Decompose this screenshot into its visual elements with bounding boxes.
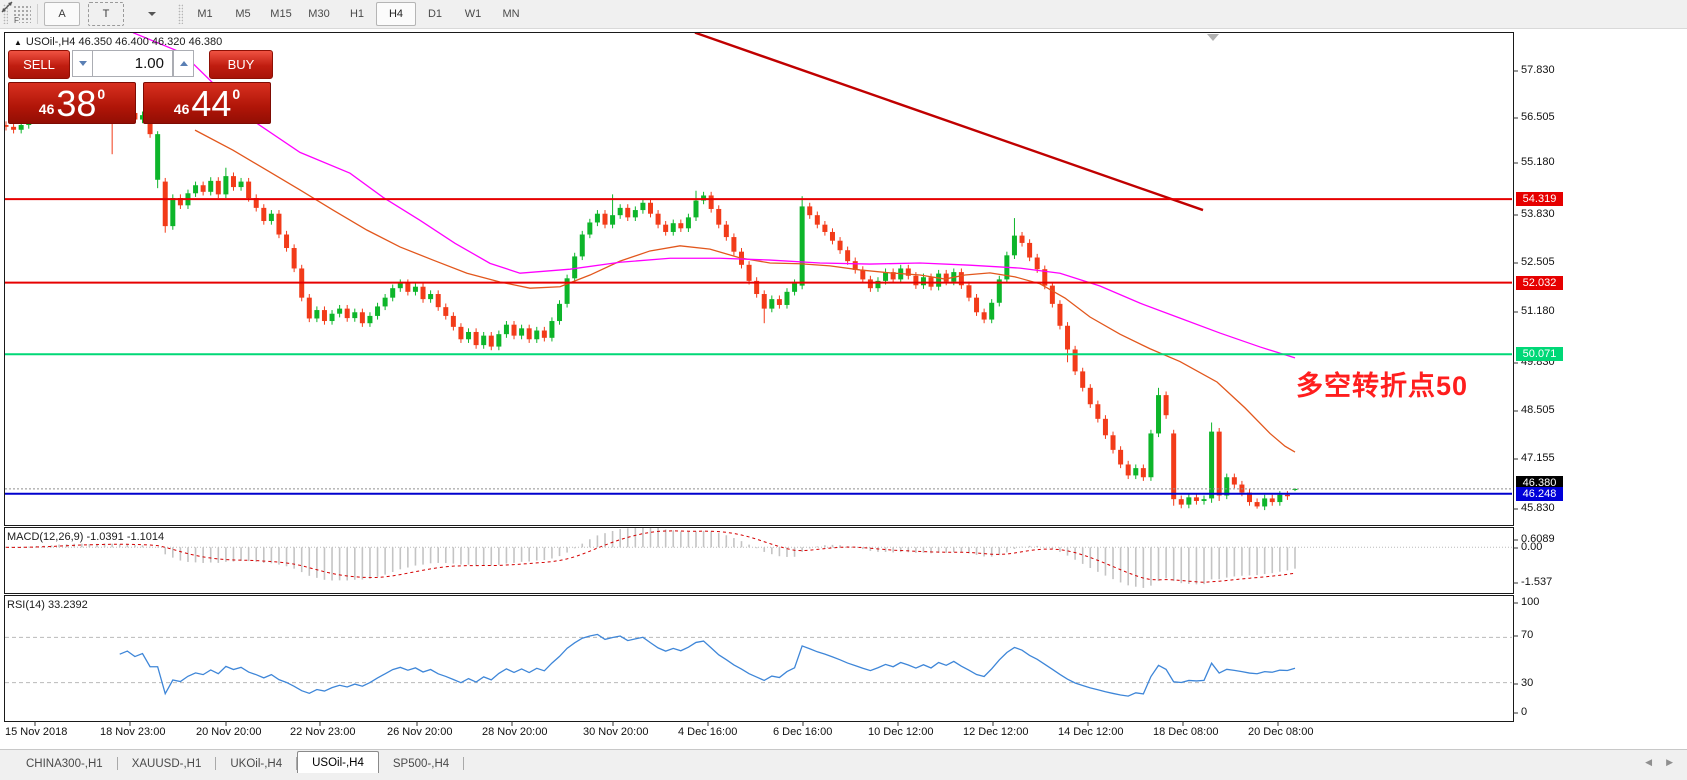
- chart-tabs: CHINA300-,H1 XAUUSD-,H1 UKOil-,H4 USOil-,H4…: [12, 751, 465, 774]
- status-strip: [0, 773, 1687, 780]
- time-axis-label: 12 Dec 12:00: [963, 726, 1029, 738]
- price-level-label[interactable]: 46.380: [1516, 475, 1563, 490]
- chart-symbol-header[interactable]: ▲ USOil-,H4 46.350 46.400 46.320 46.380: [14, 36, 222, 48]
- timeframe-button-d1[interactable]: D1: [427, 8, 443, 20]
- time-axis-label: 26 Nov 20:00: [387, 726, 453, 738]
- timeframe-button-w1[interactable]: W1: [464, 8, 482, 20]
- chevron-down-icon: [148, 12, 156, 16]
- volume-increase-button[interactable]: [173, 50, 194, 77]
- timeframe-toolbar-grip[interactable]: [178, 4, 183, 24]
- price-axis-tick: 47.155: [1521, 452, 1555, 464]
- toolbar-separator: [37, 4, 38, 24]
- price-level-label[interactable]: 50.071: [1516, 347, 1563, 362]
- price-axis-tick: 57.830: [1521, 64, 1555, 76]
- chart-canvas[interactable]: [0, 0, 1687, 748]
- chart-grid-icon[interactable]: F: [13, 5, 31, 25]
- chart-tab-xauusd-h1[interactable]: XAUUSD-,H1: [131, 758, 202, 770]
- rsi-indicator-label: RSI(14) 33.2392: [7, 599, 88, 611]
- chart-tab-china300-h1[interactable]: CHINA300-,H1: [26, 758, 103, 770]
- price-axis-tick: 48.505: [1521, 404, 1555, 416]
- rsi-axis-tick: 100: [1521, 596, 1540, 608]
- timeframe-button-h4[interactable]: H4: [376, 2, 416, 26]
- sell-price-sup: 0: [97, 86, 106, 102]
- buy-price-handle: 46: [173, 101, 190, 117]
- time-axis-label: 30 Nov 20:00: [583, 726, 649, 738]
- arrows-diamond-icon: [1, 1, 13, 13]
- price-axis-tick: 51.180: [1521, 305, 1555, 317]
- time-axis-label: 10 Dec 12:00: [868, 726, 934, 738]
- text-box-button[interactable]: T: [88, 2, 124, 26]
- sell-price-big: 38: [56, 83, 97, 124]
- time-axis-label: 14 Dec 12:00: [1058, 726, 1124, 738]
- time-axis-label: 15 Nov 2018: [5, 726, 68, 738]
- price-level-label[interactable]: 52.032: [1516, 275, 1563, 290]
- tab-scroll-right-icon[interactable]: ▶: [1666, 756, 1673, 767]
- macd-indicator-label: MACD(12,26,9) -1.0391 -1.1014: [7, 531, 165, 543]
- time-axis-label: 6 Dec 16:00: [773, 726, 833, 738]
- time-axis-label: 28 Nov 20:00: [482, 726, 548, 738]
- timeframe-button-h1[interactable]: H1: [349, 8, 365, 20]
- chart-tab-sp500-h4[interactable]: SP500-,H4: [392, 758, 450, 770]
- tab-separator: [116, 757, 118, 770]
- timeframe-button-m30[interactable]: M30: [308, 8, 330, 20]
- top-toolbar: F A T M1 M5 M15 M30 H1 H4 D1 W1 MN: [0, 0, 1687, 29]
- chart-tab-bar: CHINA300-,H1 XAUUSD-,H1 UKOil-,H4 USOil-,H4…: [0, 749, 1687, 774]
- price-axis-tick: 52.505: [1521, 256, 1555, 268]
- arrow-down-icon: [78, 61, 87, 66]
- timeframe-button-m5[interactable]: M5: [235, 8, 251, 20]
- tab-separator: [463, 757, 465, 770]
- macd-axis-tick: 0.6089: [1521, 533, 1555, 545]
- price-level-label[interactable]: 46.248: [1516, 486, 1563, 501]
- quote-line: USOil-,H4 46.350 46.400 46.320 46.380: [25, 36, 223, 48]
- buy-button[interactable]: BUY: [209, 50, 273, 79]
- time-axis-label: 20 Dec 08:00: [1248, 726, 1314, 738]
- price-axis-tick: 55.180: [1521, 156, 1555, 168]
- timeframe-button-m15[interactable]: M15: [270, 8, 292, 20]
- chart-tab-usoil-h4[interactable]: USOil-,H4: [297, 751, 379, 774]
- price-axis-tick: 53.830: [1521, 208, 1555, 220]
- tab-scroll-arrows: ◀ ▶: [1645, 757, 1687, 768]
- macd-axis-tick: 0.00: [1521, 541, 1543, 553]
- autoscroll-indicator-icon[interactable]: [1207, 34, 1219, 41]
- sell-button[interactable]: SELL: [8, 50, 70, 79]
- volume-decrease-button[interactable]: [72, 50, 93, 77]
- collapse-panel-arrow-icon[interactable]: ▲: [14, 38, 22, 47]
- tab-separator: [215, 757, 217, 770]
- timeframe-button-m1[interactable]: M1: [197, 8, 213, 20]
- chart-tab-ukoil-h4[interactable]: UKOil-,H4: [230, 758, 283, 770]
- price-axis-tick: 56.505: [1521, 111, 1555, 123]
- timeframe-button-mn[interactable]: MN: [502, 8, 520, 20]
- time-axis-label: 4 Dec 16:00: [678, 726, 738, 738]
- chart-annotation-text[interactable]: 多空转折点50: [1296, 371, 1469, 401]
- rsi-axis-tick: 30: [1521, 677, 1534, 689]
- timeframe-buttons: M1 M5 M15 M30 H1 H4 D1 W1 MN: [186, 2, 530, 26]
- rsi-axis-tick: 70: [1521, 629, 1534, 641]
- time-axis-label: 22 Nov 23:00: [290, 726, 356, 738]
- volume-input[interactable]: [93, 50, 173, 77]
- price-axis-tick: 45.830: [1521, 502, 1555, 514]
- sell-price-display[interactable]: 46 38 0: [8, 82, 136, 124]
- time-axis-label: 20 Nov 20:00: [196, 726, 262, 738]
- buy-price-display[interactable]: 46 44 0: [143, 82, 271, 124]
- price-level-label[interactable]: 54.319: [1516, 192, 1563, 207]
- buy-price-big: 44: [191, 83, 232, 124]
- buy-price-sup: 0: [232, 86, 241, 102]
- sell-price-handle: 46: [38, 101, 55, 117]
- tab-scroll-left-icon[interactable]: ◀: [1645, 756, 1653, 767]
- toolbar-grip[interactable]: [3, 4, 8, 24]
- rsi-axis-tick: 0: [1521, 706, 1528, 718]
- tab-separator: [296, 757, 298, 770]
- time-axis-label: 18 Nov 23:00: [100, 726, 166, 738]
- time-axis-label: 18 Dec 08:00: [1153, 726, 1219, 738]
- text-annotate-button[interactable]: A: [44, 2, 80, 26]
- arrow-up-icon: [179, 61, 188, 66]
- shapes-dropdown-button[interactable]: [1, 1, 168, 26]
- macd-axis-tick: -1.537: [1521, 576, 1553, 588]
